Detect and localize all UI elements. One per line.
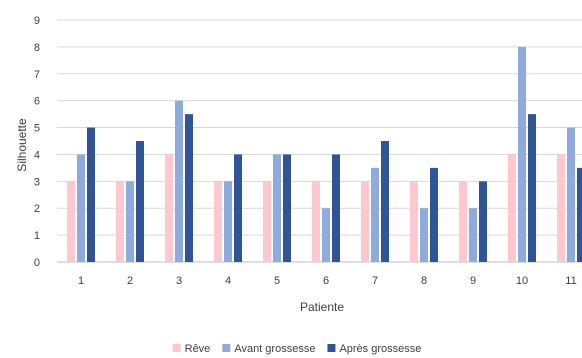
x-tick-label: 9 (470, 275, 476, 287)
bar-1-series-3 (87, 127, 95, 262)
bar-3-series-1 (165, 154, 173, 262)
gridlines (57, 19, 582, 263)
legend-label: Avant grossesse (234, 343, 315, 355)
x-tick-label: 4 (225, 275, 231, 287)
x-tick-labels: 1 2 3 4 5 6 7 8 9 10 11 (78, 275, 577, 287)
legend-swatch (327, 344, 336, 352)
legend-swatch (222, 344, 231, 352)
x-tick-label: 8 (421, 275, 427, 287)
bar-9-series-1 (459, 181, 467, 262)
bar-1-series-1 (67, 181, 75, 262)
bar-3-series-3 (185, 114, 193, 262)
bar-10-series-1 (508, 154, 516, 262)
legend: Rêve Avant grossesse Après grossesse (172, 343, 421, 355)
y-tick-label: 3 (34, 176, 40, 188)
bar-2-series-2 (126, 181, 134, 262)
x-axis-label: Patiente (300, 300, 344, 314)
x-tick-label: 2 (127, 275, 133, 287)
y-tick-label: 1 (34, 230, 40, 242)
x-tick-label: 6 (323, 275, 329, 287)
bar-11-series-3 (577, 167, 582, 262)
bar-8-series-2 (420, 208, 428, 262)
bar-3-series-2 (175, 100, 183, 263)
bar-6-series-1 (312, 181, 320, 262)
y-tick-label: 0 (34, 257, 40, 269)
bar-5-series-3 (283, 154, 291, 262)
bar-7-series-3 (381, 141, 389, 262)
bar-10-series-3 (528, 114, 536, 262)
x-tick-label: 1 (78, 275, 84, 287)
bar-2-series-1 (116, 181, 124, 262)
x-tick-label: 11 (565, 275, 576, 287)
y-axis-label: Silhouette (15, 118, 29, 172)
y-tick-label: 5 (34, 123, 40, 135)
bar-7-series-1 (361, 181, 369, 262)
y-tick-label: 9 (34, 15, 40, 27)
bars (67, 46, 582, 263)
y-tick-label: 4 (34, 149, 40, 161)
bar-5-series-1 (263, 181, 271, 262)
y-tick-label: 2 (34, 203, 40, 215)
bar-8-series-1 (410, 181, 418, 262)
y-tick-label: 7 (34, 69, 40, 81)
y-tick-labels: 0 1 2 3 4 5 6 7 8 9 (34, 15, 40, 269)
bar-6-series-2 (322, 208, 330, 262)
bar-2-series-3 (136, 141, 144, 262)
x-tick-label: 10 (516, 275, 528, 287)
legend-swatch (172, 344, 181, 352)
bar-4-series-1 (214, 181, 222, 262)
x-tick-label: 7 (372, 275, 378, 287)
bar-9-series-2 (469, 208, 477, 262)
y-tick-label: 8 (34, 42, 40, 54)
bar-9-series-3 (479, 181, 487, 262)
x-tick-label: 5 (274, 275, 280, 287)
bar-7-series-2 (371, 167, 379, 262)
bar-6-series-3 (332, 154, 340, 262)
bar-8-series-3 (430, 167, 438, 262)
bar-11-series-1 (557, 154, 565, 262)
bar-4-series-3 (234, 154, 242, 262)
bar-10-series-2 (518, 46, 526, 263)
x-tick-label: 3 (176, 275, 182, 287)
y-tick-label: 6 (34, 96, 40, 108)
legend-label: Rêve (185, 343, 211, 355)
legend-label: Après grossesse (339, 343, 421, 355)
bar-4-series-2 (224, 181, 232, 262)
bar-1-series-2 (77, 154, 85, 262)
bar-5-series-2 (273, 154, 281, 262)
bar-11-series-2 (567, 127, 575, 262)
